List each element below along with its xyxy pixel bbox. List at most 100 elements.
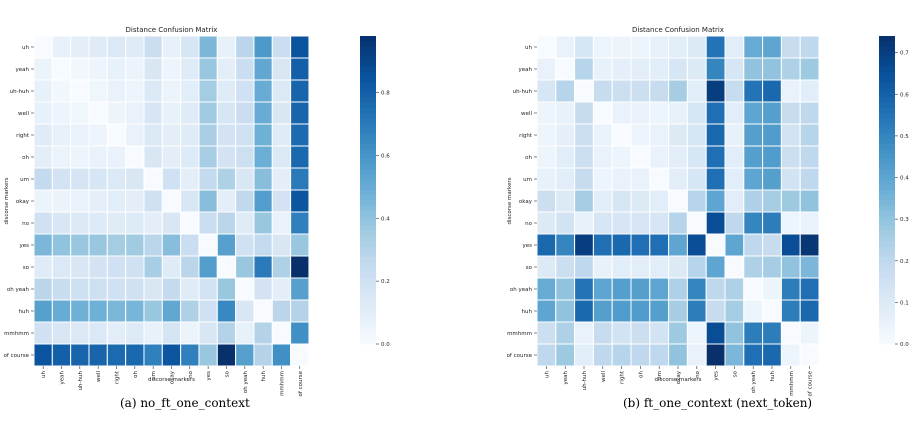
p2-y-axis-label: discorse markers	[507, 177, 513, 224]
p1-heatmap-cell	[70, 57, 90, 81]
p1-heatmap-cell	[235, 255, 255, 279]
p2-colorbar-segment	[879, 143, 895, 150]
p2-heatmap-cell	[705, 35, 726, 59]
p2-heatmap-cell	[724, 299, 745, 323]
p2-heatmap-cell	[743, 233, 764, 257]
p2-heatmap-cell	[743, 321, 764, 345]
p2-heatmap-cell	[592, 189, 613, 213]
p1-heatmap-cell	[271, 233, 292, 257]
p2-heatmap-cell	[649, 343, 670, 367]
p1-heatmap-cell	[88, 123, 108, 147]
p2-heatmap-cell	[574, 167, 594, 191]
p1-heatmap-cell	[33, 299, 53, 323]
p2-colorbar-segment	[879, 154, 895, 160]
p2-heatmap-cell	[668, 123, 688, 147]
p2-heatmap-cell	[592, 299, 613, 323]
p2-heatmap-cell	[555, 299, 576, 323]
p2-heatmap-cell	[574, 101, 594, 125]
p2-y-tick-label: um	[523, 177, 532, 183]
p1-heatmap-cell	[88, 35, 108, 59]
p1-colorbar-segment	[360, 261, 376, 268]
p1-x-tick-label: um	[151, 371, 157, 380]
p2-heatmap-cell	[630, 79, 651, 103]
p1-heatmap-cell	[125, 189, 145, 213]
p1-heatmap-cell	[198, 343, 218, 367]
p2-heatmap-cell	[724, 321, 745, 345]
p1-heatmap-cell	[253, 299, 273, 323]
p1-heatmap-cell	[253, 189, 273, 213]
p1-heatmap-cell	[161, 343, 182, 367]
p2-colorbar-segment	[879, 46, 895, 52]
p1-colorbar-segment	[360, 36, 376, 42]
p1-heatmap-cell	[198, 211, 218, 235]
p2-heatmap-cell	[630, 167, 651, 191]
p1-heatmap-cell	[33, 321, 53, 345]
p1-heatmap-cell	[271, 57, 292, 81]
p2-heatmap-cell	[762, 233, 782, 257]
p2-heatmap-cell	[705, 299, 726, 323]
p1-heatmap-cell	[198, 101, 218, 125]
p2-heatmap-cell	[592, 255, 613, 279]
p1-heatmap-cell	[51, 79, 72, 103]
p2-heatmap-cell	[649, 255, 670, 279]
p2-heatmap-cell	[649, 57, 670, 81]
p1-heatmap-cell	[253, 57, 273, 81]
p1-heatmap-cell	[198, 299, 218, 323]
p2-colorbar-segment	[879, 97, 895, 104]
p1-heatmap-cell	[198, 233, 218, 257]
p2-heatmap-cell	[536, 189, 557, 213]
p2-x-tick-label: well	[601, 371, 607, 382]
p2-heatmap-cell	[668, 299, 688, 323]
p1-y-tick-label: no	[22, 221, 29, 227]
p1-heatmap-cell	[161, 255, 182, 279]
p2-heatmap-cell	[686, 299, 707, 323]
p1-heatmap-cell	[70, 101, 90, 125]
p2-colorbar-segment	[879, 220, 895, 227]
p2-heatmap-cell	[780, 321, 801, 345]
p2-heatmap-cell	[592, 211, 613, 235]
p1-heatmap-cell	[106, 321, 127, 345]
p1-heatmap-cell	[235, 35, 255, 59]
p2-colorbar-segment	[879, 51, 895, 57]
p1-heatmap-cell	[70, 321, 90, 345]
p2-y-tick-label: right	[519, 133, 533, 139]
p2-heatmap-cell	[630, 101, 651, 125]
p1-colorbar-segment	[360, 231, 376, 237]
p2-colorbar-tick-label: 0.3	[900, 217, 909, 223]
p1-heatmap-cell	[88, 321, 108, 345]
p2-colorbar-segment	[879, 133, 895, 140]
p1-colorbar-segment	[360, 61, 376, 68]
p1-heatmap-cell	[290, 277, 310, 301]
p1-colorbar-segment	[360, 236, 376, 242]
p1-colorbar-segment	[360, 113, 376, 119]
p2-heatmap-cell	[630, 277, 651, 301]
p1-colorbar-segment	[360, 71, 376, 78]
p2-heatmap-cell	[705, 321, 726, 345]
p2-heatmap-cell	[574, 35, 594, 59]
p1-heatmap-cell	[216, 189, 237, 213]
p1-heatmap-cell	[290, 255, 310, 279]
p2-colorbar-segment	[879, 313, 895, 319]
p1-colorbar-segment	[360, 333, 376, 340]
p1-heatmap-cell	[51, 101, 72, 125]
p1-heatmap-cell	[253, 101, 273, 125]
p2-heatmap-cell	[705, 123, 726, 147]
p1-heatmap-cell	[125, 101, 145, 125]
p2-heatmap-cell	[762, 35, 782, 59]
p1-heatmap-cell	[88, 233, 108, 257]
p1-heatmap-cell	[180, 57, 200, 81]
p1-heatmap-cell	[180, 277, 200, 301]
p1-y-tick-label: so	[23, 265, 30, 271]
p1-heatmap-cell	[70, 123, 90, 147]
p2-heatmap-cell	[668, 233, 688, 257]
p1-heatmap-cell	[216, 299, 237, 323]
p2-heatmap-cell	[649, 299, 670, 323]
p2-heatmap-cell	[780, 277, 801, 301]
p2-heatmap-cell	[686, 145, 707, 169]
p1-x-tick-label: oh	[133, 370, 139, 377]
p1-colorbar-segment	[360, 148, 376, 155]
p1-y-tick-label: yeah	[16, 67, 30, 73]
p1-heatmap-cell	[253, 277, 273, 301]
p1-heatmap-cell	[88, 79, 108, 103]
p1-heatmap-cell	[125, 57, 145, 81]
